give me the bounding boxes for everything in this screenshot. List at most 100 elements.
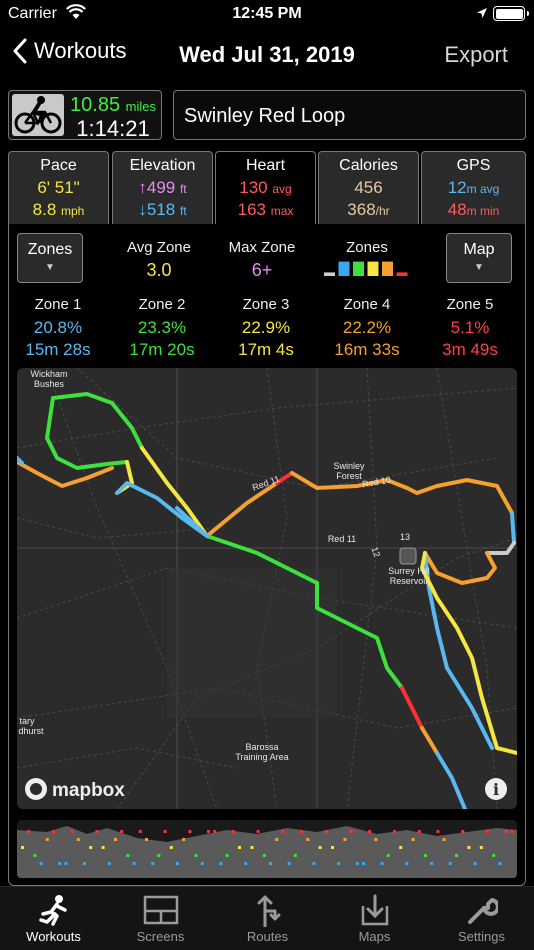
route-map[interactable]: Wickham Bushes Swinley Forest Red 11 Red… bbox=[17, 368, 517, 809]
tabbar-label: Settings bbox=[458, 929, 505, 944]
map-poi-icon bbox=[399, 547, 417, 565]
strip-mark bbox=[132, 862, 136, 865]
strip-mark bbox=[306, 838, 310, 841]
info-icon[interactable] bbox=[485, 778, 507, 800]
strip-mark bbox=[58, 862, 62, 865]
tab-heart[interactable]: Heart 130 avg 163 max bbox=[215, 151, 316, 227]
status-bar: Carrier 12:45 PM bbox=[0, 0, 534, 30]
strip-mark bbox=[176, 862, 179, 865]
avg-zone-stat: Avg Zone 3.0 bbox=[104, 239, 214, 281]
tabbar-item-workouts[interactable]: Workouts bbox=[0, 893, 107, 944]
heart-rate-elevation-strip[interactable] bbox=[17, 820, 517, 878]
tab-calories[interactable]: Calories 456 368/hr bbox=[318, 151, 419, 225]
map-dropdown-button[interactable]: Map ▼ bbox=[446, 233, 512, 283]
strip-mark bbox=[76, 838, 80, 841]
tab-bar: Workouts Screens Routes Maps bbox=[0, 886, 534, 950]
strip-mark bbox=[510, 830, 514, 833]
runner-icon bbox=[0, 893, 107, 927]
strip-mark bbox=[300, 830, 303, 833]
zone-name: Zone 5 bbox=[446, 296, 494, 313]
zone-bar bbox=[382, 261, 393, 276]
workout-summary[interactable]: 10.85 miles 1:14:21 bbox=[8, 90, 162, 141]
export-button[interactable]: Export bbox=[444, 42, 508, 67]
strip-mark bbox=[33, 854, 37, 857]
tab-label: Pace bbox=[40, 157, 77, 174]
strip-mark bbox=[207, 830, 210, 833]
distance-value: 10.85 miles bbox=[70, 94, 156, 116]
strip-mark bbox=[231, 830, 235, 833]
back-button[interactable]: Workouts bbox=[12, 38, 127, 64]
map-label: Red 10 bbox=[361, 475, 391, 490]
zones-dropdown-button[interactable]: Zones ▼ bbox=[17, 233, 83, 283]
strip-mark bbox=[262, 854, 266, 857]
strip-mark bbox=[64, 862, 68, 865]
strip-mark bbox=[83, 862, 86, 865]
tabbar-item-maps[interactable]: Maps bbox=[321, 893, 428, 944]
strip-mark bbox=[343, 838, 347, 841]
tabbar-item-routes[interactable]: Routes bbox=[214, 893, 321, 944]
tab-line1: 6' 51" bbox=[37, 178, 80, 197]
zone-time: 16m 33s bbox=[334, 340, 400, 359]
strip-mark bbox=[380, 862, 384, 865]
tabbar-item-screens[interactable]: Screens bbox=[107, 893, 214, 944]
routes-icon bbox=[214, 893, 321, 927]
bicycle-icon bbox=[12, 94, 64, 136]
max-zone-stat: Max Zone 6+ bbox=[207, 239, 317, 281]
strip-mark bbox=[362, 862, 365, 865]
zone-time: 15m 28s bbox=[25, 340, 91, 359]
strip-mark bbox=[70, 830, 74, 833]
tab-label: Elevation bbox=[129, 157, 196, 174]
map-label: Bushes bbox=[34, 379, 65, 389]
strip-mark bbox=[52, 830, 55, 833]
route-name-field[interactable]: Swinley Red Loop bbox=[173, 90, 526, 140]
wifi-icon bbox=[66, 4, 86, 19]
zone-percent: 22.2% bbox=[342, 318, 392, 337]
tabbar-label: Screens bbox=[136, 929, 185, 944]
duration-value: 1:14:21 bbox=[76, 116, 150, 141]
wrench-icon bbox=[428, 893, 534, 927]
zone-bar bbox=[338, 261, 350, 276]
tab-gps[interactable]: GPS 12m avg 48m min bbox=[421, 151, 526, 225]
strip-mark bbox=[461, 830, 465, 833]
tabbar-label: Workouts bbox=[26, 929, 81, 944]
screens-icon bbox=[107, 893, 214, 927]
zone-bar bbox=[367, 261, 379, 276]
zone-bars-icon bbox=[324, 261, 408, 276]
zone-name: Zone 2 bbox=[138, 296, 186, 313]
strip-mark bbox=[95, 830, 99, 833]
avg-zone-value: 3.0 bbox=[146, 260, 172, 280]
strip-mark bbox=[151, 862, 155, 865]
back-label: Workouts bbox=[34, 38, 127, 63]
tab-elevation[interactable]: Elevation ↑499 ft ↓518 ft bbox=[112, 151, 213, 225]
map-label: Barossa bbox=[245, 742, 278, 752]
strip-mark bbox=[455, 854, 458, 857]
tab-label: Calories bbox=[339, 157, 398, 174]
zone-percent: 5.1% bbox=[450, 318, 490, 337]
carrier-label: Carrier bbox=[8, 5, 57, 22]
strip-mark bbox=[312, 862, 316, 865]
map-label: Wickham bbox=[30, 369, 67, 379]
strip-mark bbox=[138, 830, 142, 833]
strip-mark bbox=[269, 862, 272, 865]
strip-mark bbox=[368, 830, 372, 833]
map-label: Surrey Hill bbox=[388, 566, 430, 576]
strip-mark bbox=[417, 830, 421, 833]
map-label: Training Area bbox=[235, 752, 288, 762]
tab-pace[interactable]: Pace 6' 51" 8.8 mph bbox=[8, 151, 109, 225]
zones-button-label: Zones bbox=[27, 241, 73, 258]
map-label: tary bbox=[19, 716, 35, 726]
strip-mark bbox=[399, 846, 403, 849]
strip-mark bbox=[386, 854, 390, 857]
zone-percent: 20.8% bbox=[33, 318, 83, 337]
map-label: dhurst bbox=[18, 726, 44, 736]
map-label: Reservoir bbox=[390, 576, 429, 586]
strip-mark bbox=[200, 862, 204, 865]
tabbar-item-settings[interactable]: Settings bbox=[428, 893, 534, 944]
zone-percent: 22.9% bbox=[241, 318, 291, 337]
zone-bar bbox=[353, 261, 364, 276]
strip-mark bbox=[169, 846, 173, 849]
strip-mark bbox=[473, 862, 477, 865]
strip-mark bbox=[492, 854, 496, 857]
chevron-down-icon: ▼ bbox=[45, 262, 55, 273]
strip-mark bbox=[411, 838, 415, 841]
